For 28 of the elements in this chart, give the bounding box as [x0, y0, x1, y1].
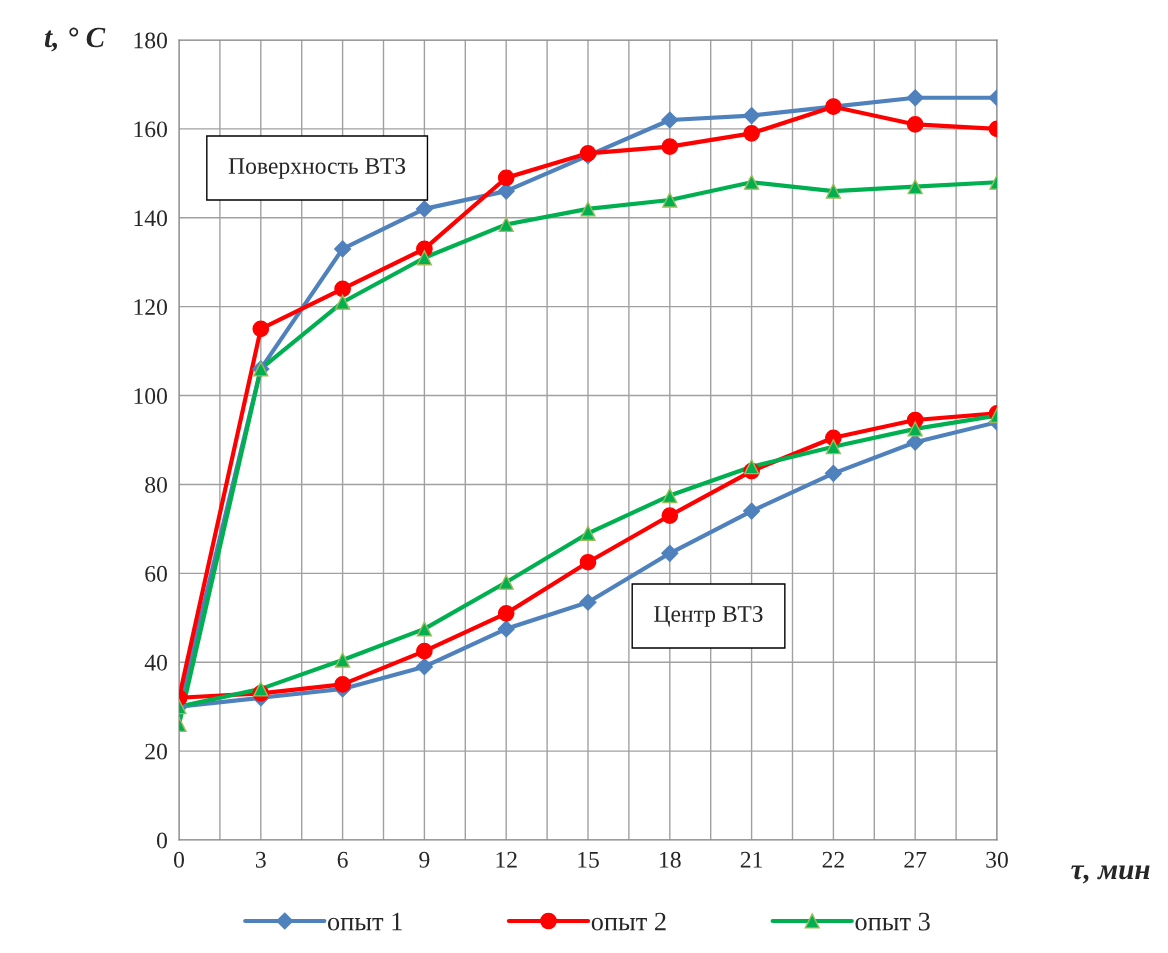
x-tick-label: 0: [174, 851, 184, 868]
x-tick-label: 3: [256, 851, 266, 868]
y-tick-label: 160: [134, 121, 167, 138]
x-tick-label: 9: [419, 851, 430, 868]
y-tick-label: 40: [144, 654, 167, 671]
y-tick-label: 140: [134, 210, 167, 227]
legend-label: опыт 2: [591, 912, 666, 931]
y-axis-title: t, ° C: [44, 27, 106, 52]
annotation: Центр ВТЗ: [654, 606, 763, 627]
x-tick-label: 27: [904, 851, 927, 868]
y-tick-label: 20: [145, 743, 167, 760]
x-tick-label: 6: [337, 851, 348, 868]
y-tick-label: 100: [134, 388, 167, 404]
legend-label: опыт 3: [855, 912, 930, 931]
x-tick-label: 22: [822, 851, 844, 868]
x-tick-label: 21: [740, 851, 762, 868]
y-tick-label: 180: [134, 32, 167, 49]
y-tick-label: 120: [134, 299, 167, 316]
x-tick-label: 30: [986, 851, 1008, 868]
x-tick-label: 15: [578, 851, 599, 868]
legend-label: опыт 1: [327, 912, 402, 931]
y-tick-label: 80: [145, 476, 167, 493]
x-axis-title: τ, мин: [1071, 865, 1150, 884]
annotation: Поверхность ВТЗ: [228, 158, 406, 179]
x-tick-label: 12: [496, 851, 517, 868]
y-tick-label: 0: [156, 832, 167, 849]
y-tick-label: 60: [145, 565, 167, 582]
x-tick-label: 18: [660, 851, 681, 868]
